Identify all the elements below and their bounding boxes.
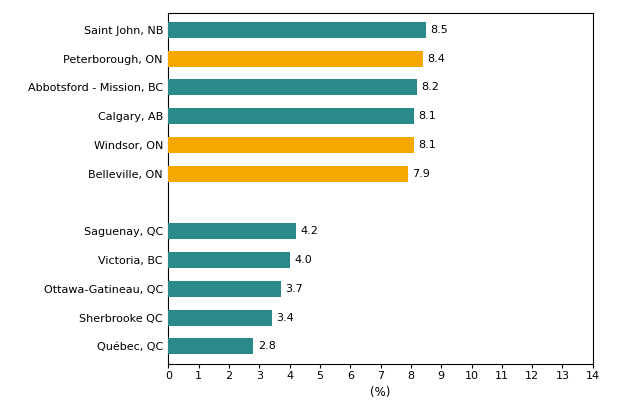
Bar xyxy=(168,339,253,354)
Text: 3.7: 3.7 xyxy=(285,284,303,294)
Text: 8.2: 8.2 xyxy=(422,82,439,92)
Text: 2.8: 2.8 xyxy=(258,342,276,352)
Text: 4.0: 4.0 xyxy=(295,255,312,265)
Text: 8.1: 8.1 xyxy=(419,111,436,121)
Text: 3.4: 3.4 xyxy=(276,313,294,323)
Bar xyxy=(168,252,290,268)
Bar xyxy=(168,108,414,124)
Text: 7.9: 7.9 xyxy=(412,169,431,179)
Text: 8.5: 8.5 xyxy=(431,25,449,35)
Bar xyxy=(168,166,408,182)
Text: 8.4: 8.4 xyxy=(427,54,446,64)
Text: 4.2: 4.2 xyxy=(300,226,318,236)
Bar xyxy=(168,22,426,38)
Bar xyxy=(168,310,271,326)
Bar xyxy=(168,51,423,66)
Bar xyxy=(168,281,281,297)
X-axis label: (%): (%) xyxy=(371,386,391,399)
Bar xyxy=(168,137,414,153)
Bar xyxy=(168,223,296,239)
Text: 8.1: 8.1 xyxy=(419,140,436,150)
Bar xyxy=(168,79,417,95)
